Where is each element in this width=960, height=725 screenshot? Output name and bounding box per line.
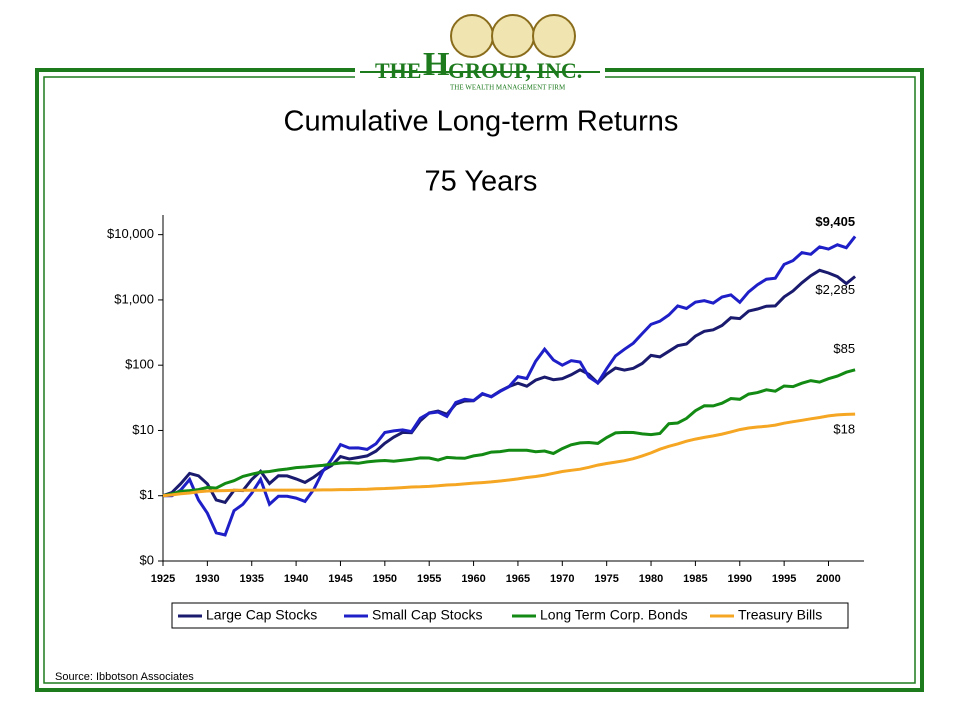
x-tick-label: 1950	[373, 573, 397, 585]
end-label: $9,405	[815, 214, 855, 229]
end-label: $18	[833, 422, 855, 437]
source-note: Source: Ibbotson Associates	[55, 671, 194, 683]
logo-tagline: THE WEALTH MANAGEMENT FIRM	[450, 84, 566, 92]
globe	[450, 14, 494, 58]
x-tick-label: 1995	[772, 573, 796, 585]
y-tick-label: $0	[140, 552, 154, 567]
plot: $0 $1 $10 $100 $1,000 $10,000 1925 1930 1935 1940…	[107, 214, 864, 629]
x-tick-label: 1940	[284, 573, 308, 585]
x-tick-label: 2000	[816, 573, 840, 585]
x-tick-label: 1925	[151, 573, 175, 585]
globe	[491, 14, 535, 58]
series-line	[163, 235, 857, 537]
frame-outer	[35, 68, 924, 692]
legend-label: Long Term Corp. Bonds	[540, 607, 688, 623]
logo-text: H	[423, 46, 449, 83]
x-tick-label: 1955	[417, 573, 441, 585]
x-tick-label: 1970	[550, 573, 574, 585]
x-tick-label: 1975	[594, 573, 618, 585]
legend-label: Treasury Bills	[738, 607, 822, 623]
y-tick-label: $1,000	[114, 291, 154, 306]
logo-text: THE	[375, 58, 421, 83]
chart-subtitle: 75 Years	[425, 166, 538, 198]
y-tick-label: $100	[125, 357, 154, 372]
x-tick-label: 1960	[461, 573, 485, 585]
y-tick-label: $1	[140, 487, 154, 502]
series-line	[162, 412, 856, 498]
legend-label: Small Cap Stocks	[372, 607, 482, 623]
logo-text: GROUP, INC.	[448, 58, 582, 83]
globe	[532, 14, 576, 58]
legend-box	[171, 602, 849, 629]
y-tick-label: $10,000	[107, 226, 154, 241]
end-label: $85	[833, 341, 855, 356]
legend-label: Large Cap Stocks	[206, 607, 317, 623]
y-tick-label: $10	[132, 422, 154, 437]
x-tick-label: 1965	[506, 573, 530, 585]
x-tick-label: 1990	[728, 573, 752, 585]
chart-title: Cumulative Long-term Returns	[284, 106, 679, 138]
x-tick-label: 1930	[195, 573, 219, 585]
x-tick-label: 1935	[239, 573, 263, 585]
series-line	[162, 368, 856, 498]
logo: THE H GROUP, INC. THE WEALTH MANAGEMENT …	[355, 14, 605, 94]
x-tick-label: 1945	[328, 573, 352, 585]
x-tick-label: 1985	[683, 573, 707, 585]
x-tick-label: 1980	[639, 573, 663, 585]
end-label: $2,285	[815, 282, 855, 297]
